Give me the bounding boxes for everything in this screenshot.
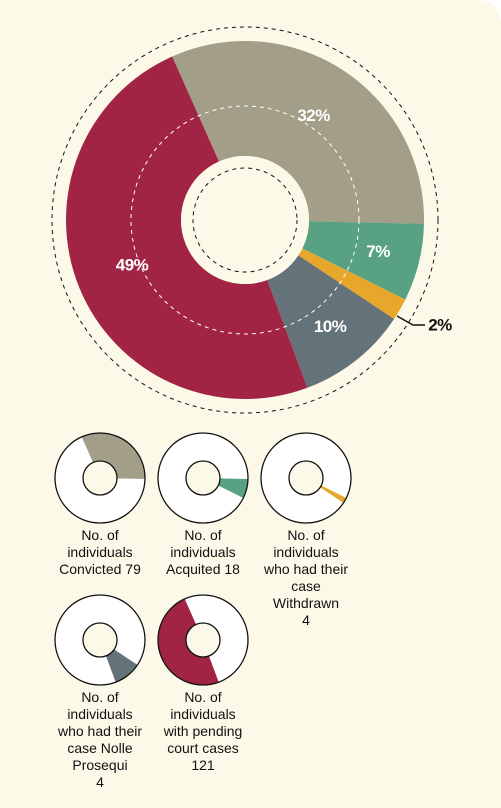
mini-donut-pending — [157, 594, 249, 686]
mini-donut-withdrawn — [260, 432, 352, 524]
legend-line: No. of — [81, 689, 119, 705]
legend-line: Convicted 79 — [59, 561, 141, 577]
legend-label-pending: No. of individuals with pending court cases… — [143, 689, 263, 774]
mini-donut-acquitted — [157, 432, 249, 524]
legend-line: court cases — [167, 740, 239, 756]
legend-line: individuals — [67, 544, 133, 560]
legend-line: individuals — [67, 706, 133, 722]
legend-label-acquitted: No. of individuals Acquited 18 — [143, 527, 263, 578]
mini-slice-nolle_prosequi — [105, 649, 138, 683]
legend-label-withdrawn: No. of individuals who had their case Withdr… — [246, 527, 366, 629]
mini-donut-convicted — [54, 432, 146, 524]
legend-line: No. of — [81, 527, 119, 543]
legend-line: 121 — [191, 757, 215, 773]
middle-dashed-ring — [130, 105, 360, 335]
outer-dashed-ring — [51, 26, 439, 414]
legend-line: case Nolle — [67, 740, 133, 756]
legend-line: case — [291, 578, 321, 594]
legend-line: No. of — [184, 527, 222, 543]
legend-line: individuals — [273, 544, 339, 560]
mini-slice-pending — [158, 598, 219, 685]
mini-slice-acquitted — [218, 478, 248, 499]
legend-line: who had their — [263, 561, 349, 577]
legend-line: 4 — [96, 774, 104, 790]
legend-line: 4 — [302, 612, 310, 628]
donut-hole — [181, 156, 309, 284]
data-label-convicted: 32% — [297, 106, 330, 125]
leader-line-withdrawn — [396, 315, 425, 326]
mini-slice-withdrawn — [320, 485, 347, 503]
legend-line: Acquited 18 — [166, 561, 240, 577]
slice-acquitted — [302, 221, 424, 300]
mini-donut-nolle_prosequi — [54, 594, 146, 686]
legend-line: Withdrawn — [272, 595, 340, 611]
data-label-withdrawn: 2% — [428, 315, 452, 334]
data-label-acquitted: 7% — [366, 242, 390, 261]
slice-nolle_prosequi — [267, 255, 395, 388]
data-label-nolle_prosequi: 10% — [314, 317, 347, 336]
legend-line: No. of — [184, 689, 222, 705]
data-label-pending: 49% — [116, 256, 149, 275]
legend-line: individuals — [170, 544, 236, 560]
legend-line: who had their — [57, 723, 143, 739]
legend-line: individuals — [170, 706, 236, 722]
legend-line: No. of — [287, 527, 325, 543]
slice-withdrawn — [298, 248, 406, 320]
slice-pending — [65, 56, 308, 400]
slice-convicted — [172, 41, 424, 224]
inner-dashed-ring — [192, 167, 298, 273]
legend-label-nolle_prosequi: No. of individuals who had their case Nolle… — [40, 689, 160, 791]
legend-line: with pending — [163, 723, 243, 739]
legend-label-convicted: No. of individuals Convicted 79 — [40, 527, 160, 578]
legend-line: Prosequi — [72, 757, 128, 773]
